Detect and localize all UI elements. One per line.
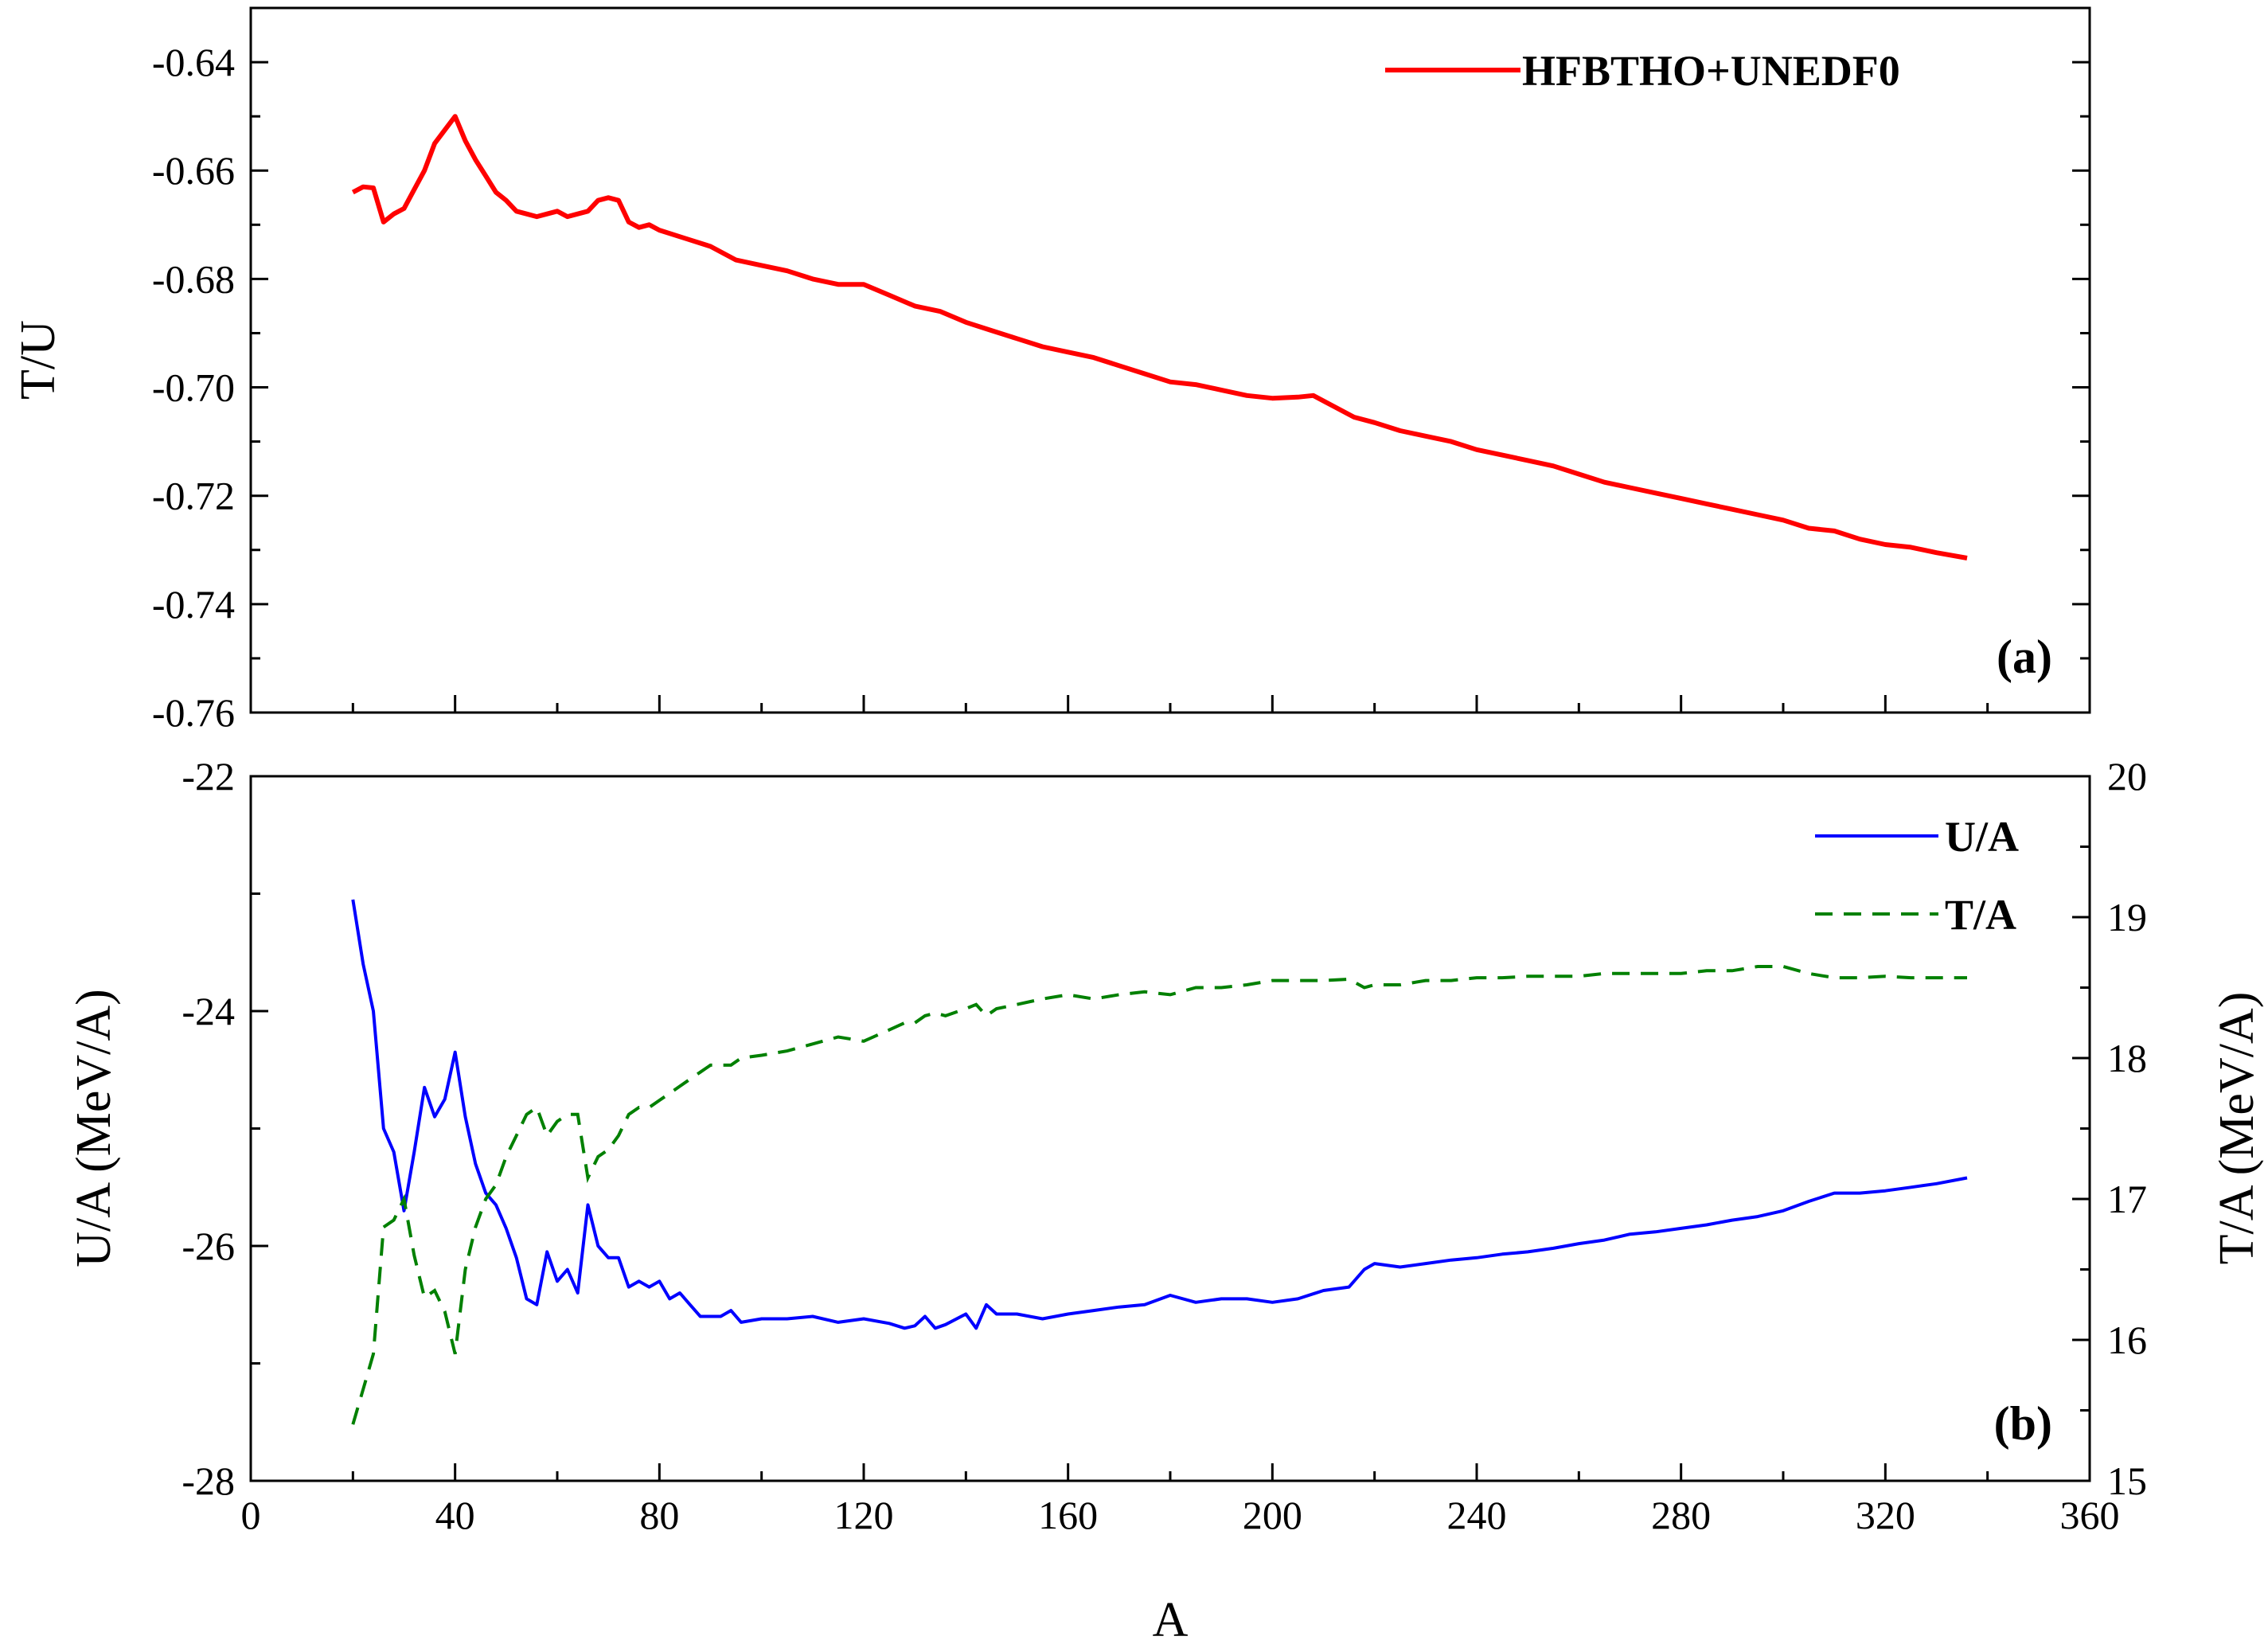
y-tick-label-a: -0.64 (152, 40, 235, 84)
y-tick-label-a: -0.72 (152, 474, 235, 518)
legend-label-t-per-a: T/A (1945, 891, 2016, 939)
legend-b: U/A T/A (1815, 813, 2019, 939)
y-tick-label-b-left: -22 (182, 754, 235, 799)
series-line-t-over-u (351, 114, 1968, 560)
x-tick-label: 120 (834, 1493, 894, 1537)
series-line-t-per-a (351, 965, 1967, 1425)
y-tick-label-b-right: 20 (2107, 754, 2147, 799)
series-line-u-per-a (351, 899, 1968, 1330)
y-tick-label-a: -0.68 (152, 256, 235, 301)
y-axis-title-a: T/U (11, 320, 65, 400)
y-tick-label-b-right: 17 (2107, 1177, 2147, 1221)
x-tick-label: 40 (435, 1493, 475, 1537)
y-tick-label-b-left: -28 (182, 1459, 235, 1503)
x-axis-title: A (1153, 1593, 1189, 1647)
y-axis-title-b-left: U/A (MeV/A) (67, 989, 121, 1267)
x-tick-label: 0 (241, 1493, 261, 1537)
panel-label-a: (a) (1997, 631, 2052, 683)
legend-label-u-per-a: U/A (1945, 813, 2019, 861)
y-tick-label-a: -0.74 (152, 582, 235, 627)
y-tick-label-a: -0.76 (152, 690, 235, 735)
y-tick-label-b-right: 16 (2107, 1318, 2147, 1362)
y-tick-label-b-right: 15 (2107, 1459, 2147, 1503)
ticks-b: 0 40 80 120 160 200 240 280 320 360 -28 -26 -24 -22 15… (182, 754, 2147, 1537)
y-tick-label-b-left: -26 (182, 1224, 235, 1268)
panel-b: 0 40 80 120 160 200 240 280 320 360 -28 -26 -24 -22 15… (67, 754, 2264, 1647)
y-tick-label-b-right: 18 (2107, 1036, 2147, 1080)
y-tick-label-a: -0.66 (152, 148, 235, 193)
x-tick-label: 80 (639, 1493, 679, 1537)
y-axis-title-b-right: T/A (MeV/A) (2210, 992, 2264, 1265)
x-tick-label: 160 (1038, 1493, 1098, 1537)
plot-frame-a (249, 6, 2091, 714)
panel-label-b: (b) (1994, 1397, 2052, 1450)
legend-label-hfbtho: HFBTHO+UNEDF0 (1522, 47, 1900, 95)
y-tick-label-b-left: -24 (182, 989, 235, 1033)
x-tick-label: 280 (1651, 1493, 1711, 1537)
y-tick-label-b-right: 19 (2107, 895, 2147, 939)
x-tick-label: 240 (1447, 1493, 1507, 1537)
ticks-a: -0.76 -0.74 -0.72 -0.70 -0.68 -0.66 -0.64 (152, 6, 2091, 735)
legend-a: HFBTHO+UNEDF0 (1385, 47, 1900, 95)
x-tick-label: 360 (2060, 1493, 2120, 1537)
x-tick-label: 200 (1243, 1493, 1302, 1537)
x-tick-label: 320 (1856, 1493, 1915, 1537)
panel-a: -0.76-0.74-0.72-0.70-0.68-0.66-0.64 T/U … (11, 6, 2091, 735)
plot-frame-b (249, 775, 2091, 1482)
y-tick-label-a: -0.70 (152, 365, 235, 410)
